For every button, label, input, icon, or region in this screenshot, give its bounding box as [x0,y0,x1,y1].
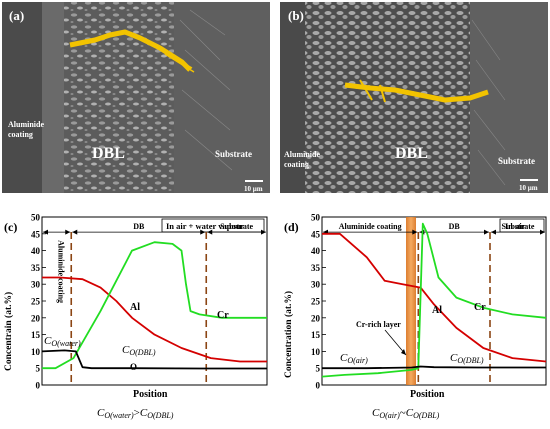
series-line-o [41,349,267,370]
region-label-substrate-b: Substrate [498,156,535,166]
panel-letter-c: (c) [4,220,17,234]
chart-c: 0 5 10 15 20 25 30 35 40 45 50 (c) Concentrain (at… [3,213,268,420]
y-axis-label-d: Concentration (at.%) [283,291,294,378]
region-label-aluminide-b: Aluminide coating [284,150,320,169]
caption-d: CO(air)~CO(DBL) [372,407,440,420]
y-tick-label: 40 [31,246,41,256]
y-tick-label: 5 [36,364,41,374]
panel-letter-d: (d) [284,220,299,234]
annotation-co-water-c: CO(water) [44,335,81,348]
zone-label: Aluminide coating [57,240,66,303]
zone-label: Substrate [502,222,535,231]
scale-bar-label-a: 10 µm [244,185,263,193]
y-tick-label: 10 [31,347,41,357]
caption-c: CO(water)>CO(DBL) [97,407,174,420]
y-tick-label: 15 [31,330,41,340]
micrograph-b: (b) Aluminide coating DBL Substrate 10 µm [280,2,548,193]
annotation-cr-rich-layer: Cr-rich layer [356,320,401,329]
series-line-o [322,365,546,370]
cr-rich-layer-arrowhead [401,349,406,355]
y-tick-label: 35 [31,263,41,273]
y-tick-label: 10 [311,347,321,357]
y-tick-label: 15 [311,330,321,340]
scale-bar-label-b: 10 µm [519,184,538,192]
series-line-al [322,232,547,363]
scale-bar-a [245,180,263,182]
y-axis-label-c: Concentrain (at.%) [3,292,14,371]
region-label-aluminide-b-line1: Aluminide [284,150,320,159]
panel-letter-a: (a) [9,8,24,23]
y-tick-label: 0 [36,381,41,391]
series-d [321,222,547,378]
cr-rich-layer-pointer [384,329,407,356]
y-tick-label: 25 [311,297,321,307]
series-line-cr [42,241,267,370]
region-label-dbl-a: DBL [92,145,125,162]
region-label-substrate-a: Substrate [215,149,252,159]
legend-text-c: In air + water vapour [166,221,244,231]
zone-label: Aluminide coating [339,222,402,231]
x-axis-label-d: Position [410,389,445,400]
y-tick-label: 40 [311,246,321,256]
region-label-aluminide-a-line1: Aluminide [8,120,44,129]
y-ticks-c: 0 5 10 15 20 25 30 35 40 45 50 [31,213,46,391]
annotation-al-d: Al [432,305,442,316]
series-c [41,241,267,370]
annotation-co-dbl-d: CO(DBL) [450,352,484,365]
region-label-dbl-b: DBL [395,145,428,162]
panel-letter-b: (b) [288,8,304,23]
region-label-aluminide-b-line2: coating [284,160,309,169]
scale-bar-b [520,179,538,181]
zones-c: Aluminide coating DB Substrate [43,222,266,385]
annotation-cr-d: Cr [474,302,486,313]
region-label-aluminide-a-line2: coating [8,130,33,139]
series-line-al [42,276,267,363]
y-tick-label: 0 [316,381,321,391]
zone-label: Substrate [220,222,253,231]
x-axis-label-c: Position [133,389,168,400]
y-tick-label: 35 [311,263,321,273]
y-ticks-d: 0 5 10 15 20 25 30 35 40 45 50 [311,213,326,391]
annotation-cr-c: Cr [217,310,229,321]
series-line-cr [321,222,547,378]
y-tick-label: 20 [311,313,321,323]
annotation-co-air-d: CO(air) [340,352,368,365]
y-tick-label: 45 [31,229,41,239]
annotation-co-dbl-c: CO(DBL) [122,344,156,357]
y-tick-label: 25 [31,297,41,307]
y-tick-label: 30 [31,280,41,290]
y-tick-label: 50 [31,213,41,223]
region-label-aluminide-a: Aluminide coating [8,120,44,139]
zone-label: DB [449,222,461,231]
y-tick-label: 50 [311,213,321,223]
cr-rich-layer-band [406,217,416,385]
annotation-al-c: Al [130,302,140,313]
chart-d: 0 5 10 15 20 25 30 35 40 45 50 (d) Concentration (… [283,213,547,420]
y-tick-label: 20 [31,313,41,323]
legend-text-d: In air [505,221,526,231]
y-tick-label: 45 [311,229,321,239]
annotation-o-c: O [130,362,137,372]
y-tick-label: 5 [316,364,321,374]
micrograph-a: (a) Aluminide coating DBL Substrate 10 µm [2,2,270,193]
y-tick-label: 30 [311,280,321,290]
zone-label: DB [133,222,145,231]
